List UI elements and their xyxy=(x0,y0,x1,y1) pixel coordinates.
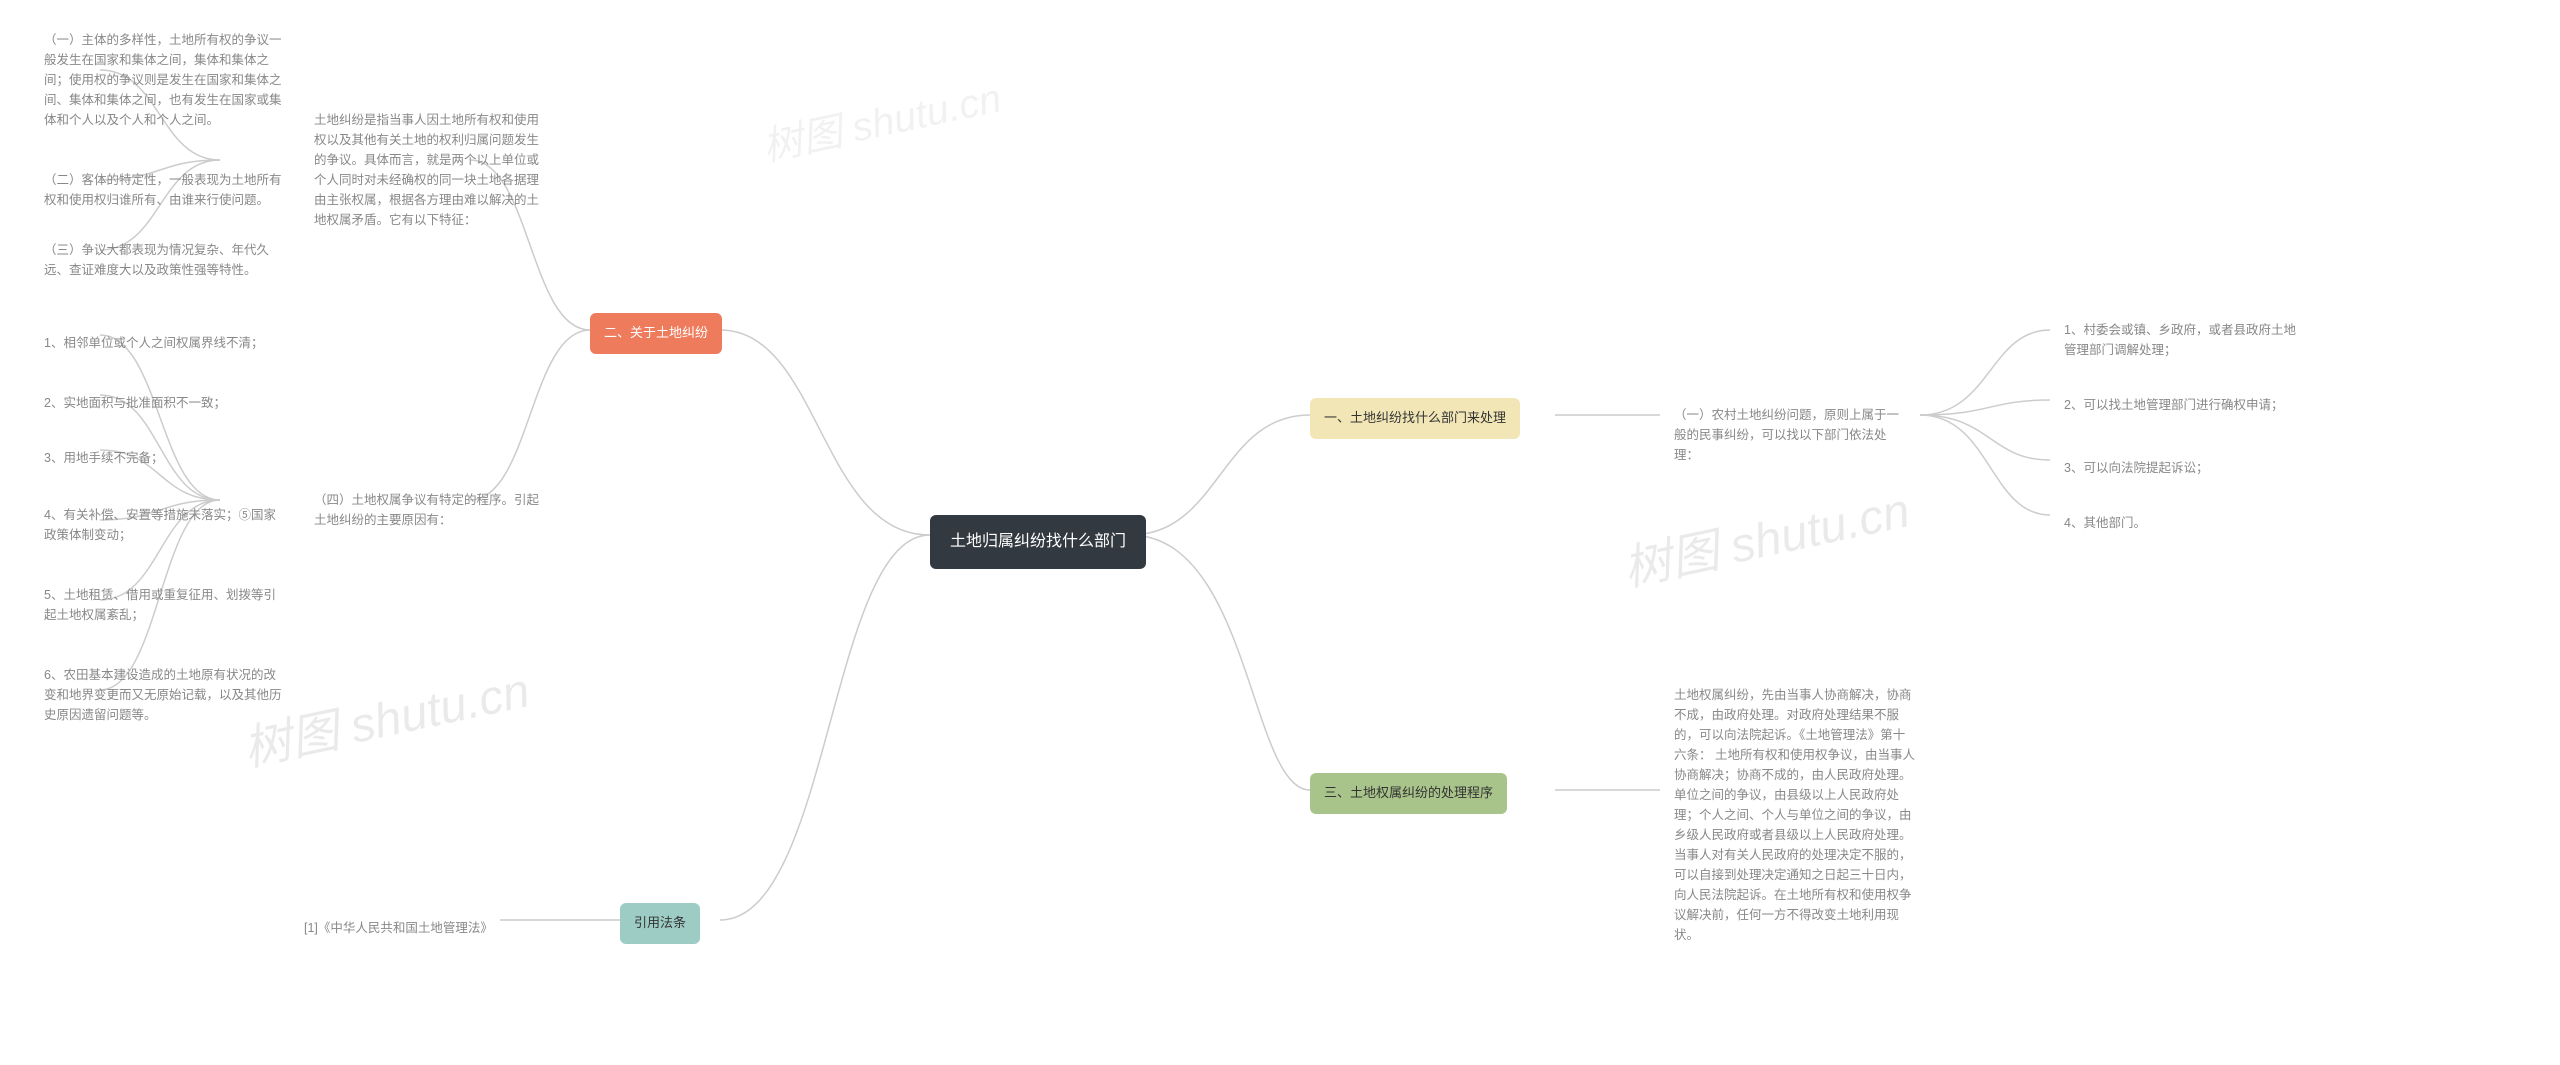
branch-2-sub2-item-3: 3、用地手续不完备； xyxy=(30,438,177,478)
branch-2-sub2-item-6: 6、农田基本建设造成的土地原有状况的改变和地界变更而又无原始记载，以及其他历史原… xyxy=(30,655,300,735)
branch-1-item-1: 1、村委会或镇、乡政府，或者县政府土地管理部门调解处理； xyxy=(2050,310,2310,370)
branch-2-sub2: （四）土地权属争议有特定的程序。引起土地纠纷的主要原因有： xyxy=(300,480,560,540)
branch-2-sub1: 土地纠纷是指当事人因土地所有权和使用权以及其他有关土地的权利归属问题发生的争议。… xyxy=(300,100,560,240)
branch-1: 一、土地纠纷找什么部门来处理 xyxy=(1310,398,1520,439)
branch-1-sub: （一）农村土地纠纷问题，原则上属于一般的民事纠纷，可以找以下部门依法处理： xyxy=(1660,395,1920,475)
branch-1-item-2: 2、可以找土地管理部门进行确权申请； xyxy=(2050,385,2297,425)
branch-2-sub1-item-1: （一）主体的多样性，土地所有权的争议一般发生在国家和集体之间，集体和集体之间；使… xyxy=(30,20,300,140)
branch-3-text: 土地权属纠纷，先由当事人协商解决，协商不成，由政府处理。对政府处理结果不服的，可… xyxy=(1660,675,1930,955)
branch-2-sub1-item-3: （三）争议大都表现为情况复杂、年代久远、查证难度大以及政策性强等特性。 xyxy=(30,230,300,290)
branch-1-item-4: 4、其他部门。 xyxy=(2050,503,2160,543)
root-node: 土地归属纠纷找什么部门 xyxy=(930,515,1146,569)
branch-3: 三、土地权属纠纷的处理程序 xyxy=(1310,773,1507,814)
branch-2-sub1-item-2: （二）客体的特定性，一般表现为土地所有权和使用权归谁所有、由谁来行使问题。 xyxy=(30,160,300,220)
branch-2: 二、关于土地纠纷 xyxy=(590,313,722,354)
branch-2-sub2-item-1: 1、相邻单位或个人之间权属界线不清； xyxy=(30,323,277,363)
watermark: 树图 shutu.cn xyxy=(1616,471,1915,600)
branch-2-sub2-item-2: 2、实地面积与批准面积不一致； xyxy=(30,383,240,423)
watermark: 树图 shutu.cn xyxy=(757,65,1006,172)
branch-4: 引用法条 xyxy=(620,903,700,944)
branch-1-item-3: 3、可以向法院提起诉讼； xyxy=(2050,448,2222,488)
branch-2-sub2-item-4: 4、有关补偿、安置等措施未落实；⑤国家政策体制变动； xyxy=(30,495,300,555)
branch-2-sub2-item-5: 5、土地租赁、借用或重复征用、划拨等引起土地权属紊乱； xyxy=(30,575,300,635)
branch-4-ref: [1]《中华人民共和国土地管理法》 xyxy=(290,908,507,948)
